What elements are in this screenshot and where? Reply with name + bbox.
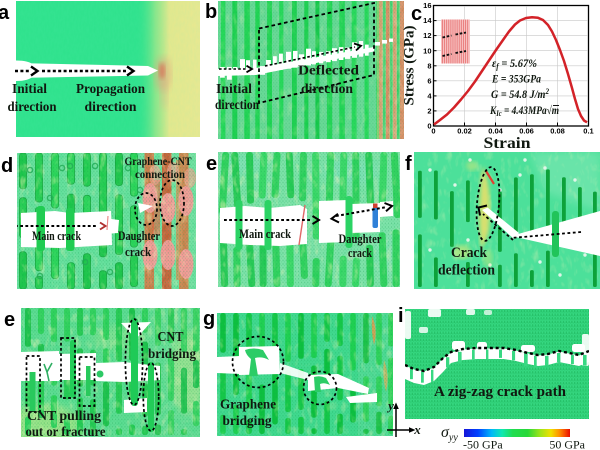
svg-text:crack: crack (125, 244, 152, 259)
svg-text:Graphene-CNT: Graphene-CNT (125, 154, 192, 168)
svg-text:E = 353GPa: E = 353GPa (491, 74, 541, 86)
svg-text:10: 10 (423, 46, 431, 55)
svg-text:50 GPa: 50 GPa (549, 438, 585, 450)
svg-text:a: a (0, 2, 10, 24)
svg-text:A zig-zag crack path: A zig-zag crack path (434, 384, 567, 400)
svg-text:G = 54.8 J/m2: G = 54.8 J/m2 (491, 87, 549, 101)
svg-text:Strain: Strain (484, 135, 531, 152)
svg-text:crack: crack (348, 245, 373, 260)
svg-text:e: e (4, 309, 15, 331)
svg-text:0: 0 (431, 127, 435, 136)
svg-text:6: 6 (427, 76, 431, 85)
svg-text:b: b (205, 1, 217, 23)
svg-text:0.02: 0.02 (457, 127, 472, 136)
svg-text:x: x (413, 422, 421, 437)
svg-text:deflection: deflection (438, 263, 496, 279)
svg-text:Deflected: Deflected (298, 64, 359, 79)
svg-text:Main crack: Main crack (239, 226, 292, 241)
svg-text:direction: direction (85, 100, 137, 115)
svg-text:d: d (1, 155, 13, 177)
svg-text:Stress (GPa): Stress (GPa) (402, 26, 418, 106)
svg-text:14: 14 (423, 16, 432, 25)
svg-text:0.06: 0.06 (519, 127, 534, 136)
svg-text:CNT pulling: CNT pulling (27, 409, 101, 424)
svg-text:KIc = 4.43MPa√m: KIc = 4.43MPa√m (489, 104, 559, 118)
svg-text:Graphene: Graphene (220, 398, 276, 413)
svg-text:12: 12 (423, 31, 431, 40)
svg-text:0.08: 0.08 (550, 127, 565, 136)
svg-text:y: y (386, 398, 394, 413)
svg-text:direction: direction (301, 82, 353, 97)
svg-text:e: e (206, 153, 217, 175)
svg-text:Initial: Initial (216, 82, 252, 97)
svg-text:2: 2 (427, 107, 431, 116)
svg-text:16: 16 (423, 1, 431, 10)
svg-text:f: f (405, 153, 412, 175)
svg-text:i: i (398, 305, 404, 327)
svg-text:direction: direction (215, 98, 259, 113)
svg-text:CNT: CNT (158, 330, 185, 345)
svg-text:εf = 5.67%: εf = 5.67% (492, 58, 537, 71)
svg-text:4: 4 (427, 92, 432, 101)
svg-text:Propagation: Propagation (76, 82, 145, 97)
svg-text:bridging: bridging (223, 414, 272, 429)
svg-text:Main crack: Main crack (32, 228, 82, 243)
svg-text:0: 0 (427, 122, 431, 131)
svg-text:8: 8 (427, 61, 431, 70)
svg-text:Daughter: Daughter (339, 231, 382, 246)
svg-text:c: c (411, 3, 422, 25)
svg-text:Crack: Crack (451, 245, 488, 261)
svg-text:out or fracture: out or fracture (26, 425, 106, 440)
svg-text:g: g (203, 308, 215, 330)
svg-text:bridging: bridging (148, 347, 196, 362)
svg-text:0.04: 0.04 (488, 127, 503, 136)
svg-text:-50 GPa: -50 GPa (463, 438, 503, 450)
svg-text:connection: connection (135, 167, 185, 181)
svg-text:Initial: Initial (12, 82, 47, 97)
svg-text:Daughter: Daughter (118, 228, 160, 243)
svg-text:0.1: 0.1 (583, 127, 593, 136)
svg-text:direction: direction (8, 100, 57, 115)
